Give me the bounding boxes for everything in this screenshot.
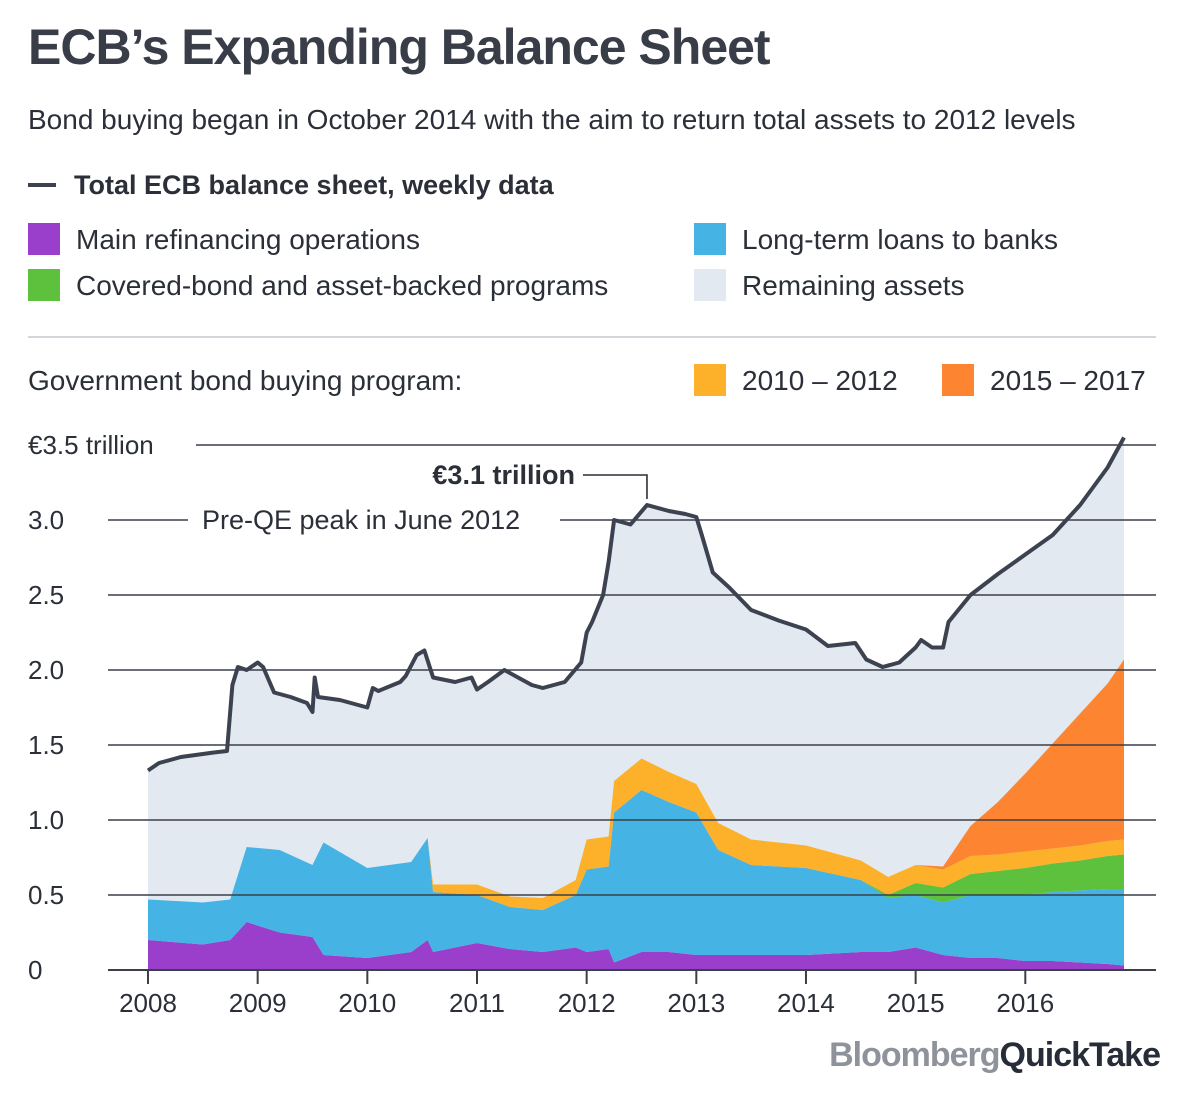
y-tick-label: 1.0 <box>28 805 64 835</box>
x-tick-label: 2009 <box>229 988 287 1018</box>
area-ltro <box>148 790 1124 966</box>
y-tick-label: 3.0 <box>28 505 64 535</box>
legend-label-pspp: 2015 – 2017 <box>990 365 1146 396</box>
legend-remaining: Remaining assets <box>694 268 965 304</box>
x-tick-label: 2010 <box>338 988 396 1018</box>
legend-swatch-covered <box>28 268 60 301</box>
annotation-label-background <box>188 498 560 538</box>
x-tick-label: 2012 <box>558 988 616 1018</box>
total-balance-line <box>146 436 1126 773</box>
annotation-pre-qe-peak: Pre-QE peak in June 2012 <box>202 505 520 535</box>
annotation-peak-connector <box>582 474 648 499</box>
annotations: €3.1 trillion Pre-QE peak in June 2012 <box>188 460 648 538</box>
area-smp <box>148 758 1124 910</box>
x-tick-label: 2013 <box>667 988 725 1018</box>
bloomberg-quicktake-logo: BloombergQuickTake <box>829 1036 1161 1075</box>
y-tick-label: 2.0 <box>28 655 64 685</box>
legend-swatch-mro <box>28 222 60 255</box>
total-line-group <box>146 436 1126 773</box>
legend-label-smp: 2010 – 2012 <box>742 365 898 396</box>
legend-covered: Covered-bond and asset-backed programs <box>28 268 609 304</box>
legend-line-swatch <box>28 182 56 187</box>
legend-label-mro: Main refinancing operations <box>76 224 420 255</box>
logo-quicktake: QuickTake <box>999 1036 1161 1074</box>
legend-swatch-smp <box>694 363 726 396</box>
legend-pspp: 2015 – 2017 <box>942 363 1146 399</box>
y-tick-label: €3.5 trillion <box>28 430 154 460</box>
legend-label-remaining: Remaining assets <box>742 270 965 301</box>
x-axis: 2008 2009 2010 2011 2012 2013 2014 2015 2016 <box>108 969 1156 1018</box>
y-axis-labels: 0 0.5 1.0 1.5 2.0 2.5 3.0 €3.5 trillion <box>28 430 154 985</box>
x-tick-label: 2016 <box>996 988 1054 1018</box>
y-tick-label: 0.5 <box>28 880 64 910</box>
legend-label-ltro: Long-term loans to banks <box>742 224 1058 255</box>
legend-total-label: Total ECB balance sheet, weekly data <box>74 170 554 200</box>
x-tick-label: 2008 <box>119 988 177 1018</box>
y-tick-label: 2.5 <box>28 580 64 610</box>
y-tick-label: 1.5 <box>28 730 64 760</box>
legend-mro: Main refinancing operations <box>28 222 420 258</box>
legend-ltro: Long-term loans to banks <box>694 222 1058 258</box>
subtitle: Bond buying began in October 2014 with t… <box>28 104 1076 135</box>
legend-swatch-pspp <box>942 363 974 396</box>
page-title: ECB’s Expanding Balance Sheet <box>28 19 771 75</box>
area-remaining-assets <box>148 437 1124 970</box>
x-tick-label: 2011 <box>449 988 505 1018</box>
gov-program-label: Government bond buying program: <box>28 365 463 396</box>
legend-swatch-ltro <box>694 222 726 255</box>
legend-divider <box>28 336 1156 338</box>
x-tick-label: 2014 <box>777 988 835 1018</box>
y-tick-label: 0 <box>28 955 42 985</box>
logo-bloomberg: Bloomberg <box>829 1036 1000 1074</box>
stacked-areas <box>148 437 1124 970</box>
annotation-peak-value: €3.1 trillion <box>432 460 575 490</box>
legend-total-line: Total ECB balance sheet, weekly data <box>28 170 554 201</box>
legend-swatch-remaining <box>694 268 726 301</box>
legend-smp: 2010 – 2012 <box>694 363 898 399</box>
area-mro <box>148 922 1124 970</box>
x-tick-label: 2015 <box>887 988 945 1018</box>
legend-label-covered: Covered-bond and asset-backed programs <box>76 270 609 301</box>
